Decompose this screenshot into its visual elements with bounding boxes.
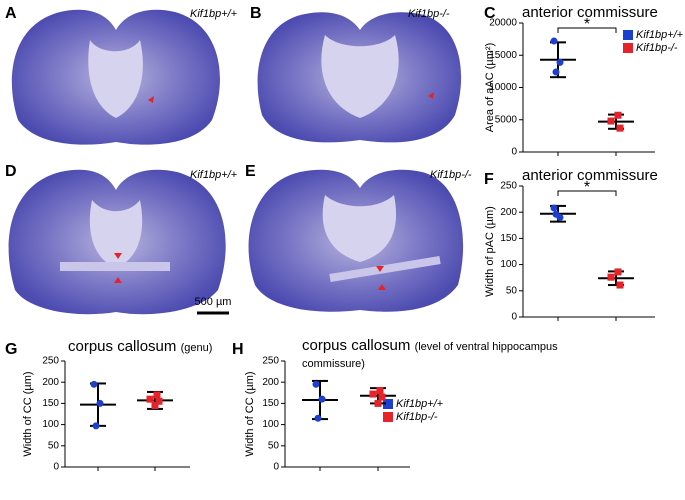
y-axis-label: Area of aAC (µm²): [484, 43, 496, 132]
y-axis-label: Width of CC (µm): [22, 371, 34, 456]
significance-label: *: [584, 179, 590, 196]
brain-section-a: [11, 9, 220, 145]
data-point: [552, 68, 560, 76]
y-tick-label: 50: [268, 440, 280, 451]
y-tick-label: 150: [42, 398, 59, 409]
title-text: anterior commissure: [522, 167, 658, 184]
panel-letter: C: [484, 5, 496, 22]
legend-label: Kif1bp-/-: [396, 411, 438, 423]
y-tick-label: 0: [53, 462, 59, 473]
data-point: [614, 268, 622, 276]
genotype-label: Kif1bp-/-: [430, 169, 472, 181]
y-tick-label: 10000: [489, 82, 517, 93]
y-tick-label: 0: [511, 312, 517, 323]
chart-title: corpus callosum (level of ventral hippoc…: [302, 338, 602, 372]
y-tick-label: 5000: [495, 114, 518, 125]
data-point: [318, 395, 326, 403]
y-tick-label: 0: [511, 147, 517, 158]
data-point: [607, 273, 615, 281]
data-point: [374, 399, 382, 407]
legend-label: Kif1bp+/+: [636, 29, 684, 41]
y-tick-label: 150: [262, 398, 279, 409]
brain-section-b: [257, 12, 462, 143]
genotype-label: Kif1bp+/+: [190, 169, 238, 181]
data-point: [146, 395, 154, 403]
brain-section-e: [248, 169, 464, 312]
data-point: [96, 399, 104, 407]
data-point: [153, 391, 161, 399]
data-point: [378, 393, 386, 401]
data-point: [550, 204, 558, 212]
legend-swatch: [383, 399, 393, 409]
y-tick-label: 100: [42, 419, 59, 430]
data-point: [616, 281, 624, 289]
data-point: [607, 117, 615, 125]
data-point: [552, 210, 560, 218]
y-tick-label: 250: [500, 181, 517, 192]
y-tick-label: 100: [500, 259, 517, 270]
y-tick-label: 100: [262, 419, 279, 430]
y-tick-label: 150: [500, 233, 517, 244]
title-text: corpus callosum: [68, 338, 177, 355]
legend-swatch: [623, 30, 633, 40]
y-tick-label: 50: [506, 285, 518, 296]
significance-label: *: [584, 16, 590, 33]
legend-swatch: [383, 412, 393, 422]
y-axis-label: Width of pAC (µm): [484, 206, 496, 297]
legend-label: Kif1bp+/+: [396, 398, 444, 410]
panel-letter: D: [5, 163, 17, 180]
panel-letter: A: [5, 5, 17, 22]
panel-letter: H: [232, 341, 244, 358]
data-point: [92, 422, 100, 430]
chart-title: anterior commissure: [522, 4, 658, 21]
subtitle: (level of ventral hippocampus commissure…: [302, 341, 558, 370]
data-point: [151, 402, 159, 410]
data-point: [616, 124, 624, 132]
data-point: [614, 111, 622, 119]
y-tick-label: 0: [273, 462, 279, 473]
y-tick-label: 250: [262, 356, 279, 367]
y-axis-label: Width of CC (µm): [244, 371, 256, 456]
data-point: [556, 58, 564, 66]
significance-bracket: [557, 27, 617, 33]
genotype-label: Kif1bp+/+: [190, 8, 238, 20]
data-point: [312, 380, 320, 388]
y-tick-label: 250: [42, 356, 59, 367]
y-tick-label: 200: [262, 377, 279, 388]
chart-title: corpus callosum (genu): [68, 338, 212, 355]
data-point: [550, 37, 558, 45]
data-point: [314, 414, 322, 422]
y-tick-label: 20000: [489, 18, 517, 29]
panel-letter: B: [250, 5, 262, 22]
legend-swatch: [623, 43, 633, 53]
subtitle: (genu): [180, 342, 213, 354]
significance-bracket: [557, 190, 617, 196]
y-tick-label: 15000: [489, 50, 517, 61]
brain-section-d: [8, 169, 226, 315]
data-point: [90, 380, 98, 388]
data-point: [369, 390, 377, 398]
chart-title: anterior commissure: [522, 167, 658, 184]
title-text: anterior commissure: [522, 4, 658, 21]
scale-bar-label: 500 µm: [195, 296, 232, 308]
y-tick-label: 200: [42, 377, 59, 388]
data-point: [376, 387, 384, 395]
title-text: corpus callosum: [302, 337, 411, 354]
genotype-label: Kif1bp-/-: [408, 8, 450, 20]
y-tick-label: 50: [48, 440, 60, 451]
data-point: [155, 397, 163, 405]
panel-letter: E: [245, 163, 256, 180]
panel-letter: F: [484, 171, 494, 188]
y-tick-label: 200: [500, 207, 517, 218]
legend-label: Kif1bp-/-: [636, 42, 678, 54]
panel-letter: G: [5, 341, 17, 358]
